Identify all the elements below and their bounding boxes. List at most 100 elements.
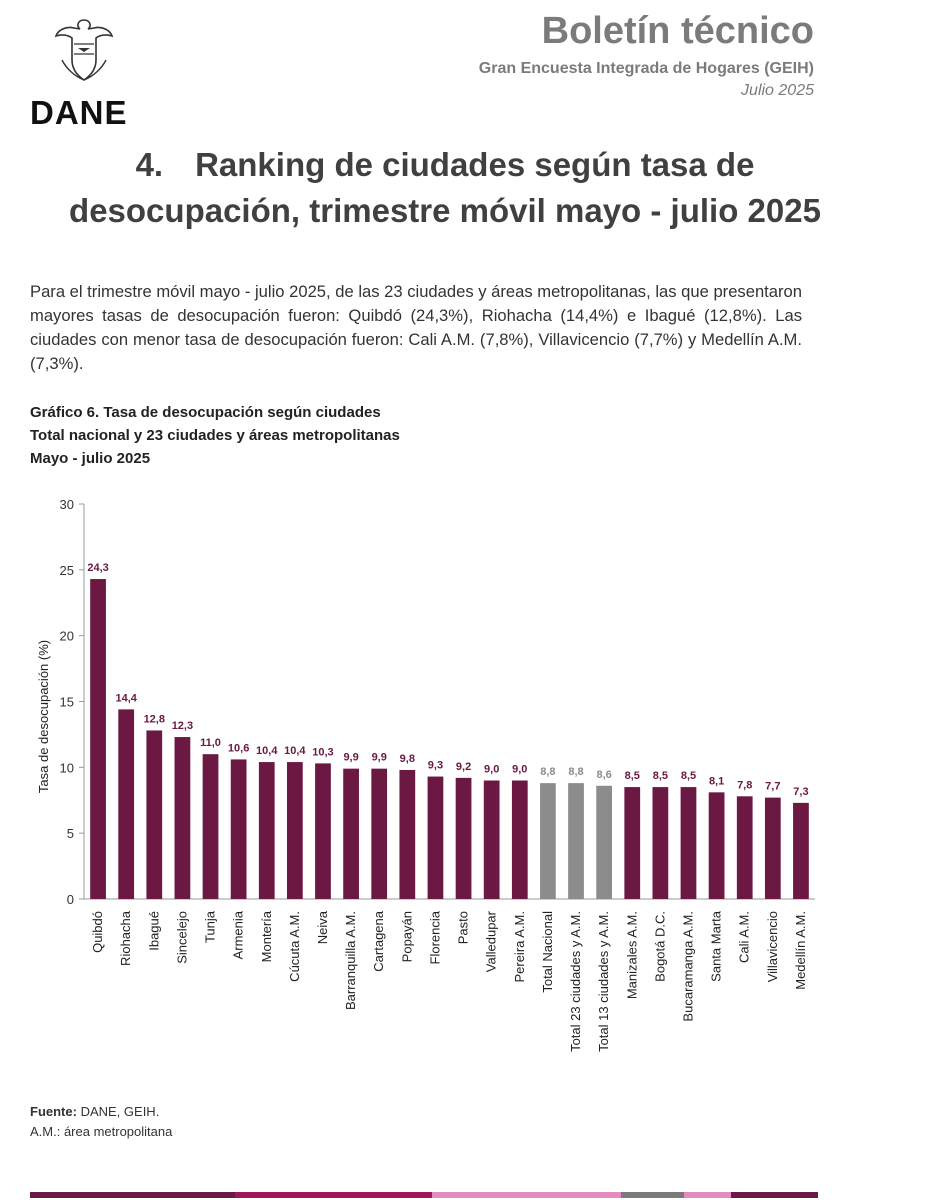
bar [568,783,584,899]
source-note: A.M.: área metropolitana [30,1124,173,1139]
footer-segment [684,1192,732,1198]
bar-value-label: 7,8 [737,779,752,791]
bar-value-label: 9,9 [343,752,358,764]
source-text: DANE, GEIH. [76,1104,160,1119]
bar-value-label: 8,6 [596,769,611,781]
bar-value-label: 10,6 [228,742,249,754]
x-tick-label: Villavicencio [765,911,780,982]
chart-title: Gráfico 6. Tasa de desocupación según ci… [30,404,381,421]
bulletin-title: Boletín técnico [541,10,814,52]
bar-value-label: 10,4 [256,745,278,757]
bar-value-label: 24,3 [87,562,108,574]
bar-value-label: 8,5 [625,770,640,782]
x-tick-label: Total 23 ciudades y A.M. [568,911,583,1052]
bar-value-label: 9,2 [456,761,471,773]
y-tick-label: 0 [67,892,74,907]
x-tick-label: Cartagena [371,910,386,971]
chart-header: Gráfico 6. Tasa de desocupación según ci… [30,401,400,470]
x-tick-label: Bucaramanga A.M. [680,911,695,1022]
x-tick-label: Valledupar [484,910,499,972]
bar [371,768,388,899]
section-number: 4. [135,146,164,183]
x-tick-label: Total 13 ciudades y A.M. [596,911,611,1052]
x-tick-label: Armenia [231,910,246,959]
bar-value-label: 9,8 [400,753,415,765]
chart-source: Fuente: DANE, GEIH. A.M.: área metropoli… [30,1102,172,1142]
footer-color-bar [30,1192,818,1198]
bar-value-label: 12,8 [144,713,165,725]
bar [315,763,331,899]
bar [90,579,106,899]
section-heading: 4. Ranking de ciudades según tasa de deso… [40,142,850,234]
bulletin-header: Boletín técnico Gran Encuesta Integrada … [479,8,814,100]
x-tick-label: Riohacha [118,910,133,966]
y-axis-label: Tasa de desocupación (%) [36,640,51,793]
bar [652,787,669,899]
bar-value-label: 12,3 [172,720,193,732]
bar-value-label: 9,0 [484,764,499,776]
bar-value-label: 8,1 [709,775,724,787]
x-tick-label: Montería [259,910,274,962]
x-tick-label: Medellín A.M. [793,911,808,990]
bar [764,797,781,899]
bar-value-label: 8,5 [681,770,696,782]
footer-segment [431,1192,621,1198]
bar [286,762,303,899]
bar-value-label: 7,3 [793,786,808,798]
y-tick-label: 10 [60,760,74,775]
x-tick-label: Popayán [399,911,414,962]
x-tick-label: Pereira A.M. [512,911,527,983]
bar [343,768,359,899]
bar-value-label: 9,3 [428,760,443,772]
x-tick-label: Cúcuta A.M. [287,911,302,982]
footer-segment [620,1192,685,1198]
footer-segment [234,1192,432,1198]
bar [708,792,725,899]
bar [624,787,641,899]
bar [427,776,444,899]
footer-segment [731,1192,818,1198]
x-tick-label: Neiva [315,910,330,944]
bar-value-label: 14,4 [115,692,137,704]
bar [174,737,191,899]
coat-of-arms-icon [54,19,114,81]
x-tick-label: Sincelejo [174,911,189,964]
y-tick-label: 20 [60,629,74,644]
x-tick-label: Cali A.M. [737,911,752,963]
bar [736,796,753,899]
x-tick-label: Tunja [203,910,218,943]
x-tick-label: Florencia [427,910,442,964]
bar-value-label: 8,8 [540,766,555,778]
y-tick-label: 25 [60,563,74,578]
bar [230,759,247,899]
bar-value-label: 8,5 [653,770,668,782]
bar [118,709,135,899]
section-title-line1: Ranking de ciudades según tasa de [195,146,755,183]
bar [511,780,528,899]
bar-value-label: 10,3 [312,746,333,758]
bar [202,754,219,899]
x-tick-label: Quibdó [90,911,105,953]
bar [258,762,275,899]
x-tick-label: Bogotá D.C. [652,911,667,982]
bulletin-subtitle: Gran Encuesta Integrada de Hogares (GEIH… [478,60,814,77]
x-tick-label: Manizales A.M. [624,911,639,999]
bar [146,730,163,899]
x-tick-label: Total Nacional [540,911,555,993]
x-tick-label: Barranquilla A.M. [343,911,358,1010]
bulletin-date: Julio 2025 [741,82,814,99]
y-tick-label: 15 [60,695,74,710]
bar-value-label: 9,0 [512,764,527,776]
x-tick-label: Santa Marta [709,910,724,982]
bar [680,787,697,899]
chart-period: Mayo - julio 2025 [30,450,151,467]
bar-value-label: 7,7 [765,781,780,793]
bar [455,777,472,899]
x-tick-label: Pasto [456,911,471,944]
intro-paragraph: Para el trimestre móvil mayo - julio 202… [30,282,803,373]
bar-value-label: 10,4 [284,745,306,757]
bar [793,802,809,899]
unemployment-bar-chart: 0 5 10 15 20 25 30 Tasa de desocupación (%) 24,3… [36,497,815,1052]
source-label: Fuente: [30,1104,77,1119]
bar-value-label: 8,8 [568,766,583,778]
